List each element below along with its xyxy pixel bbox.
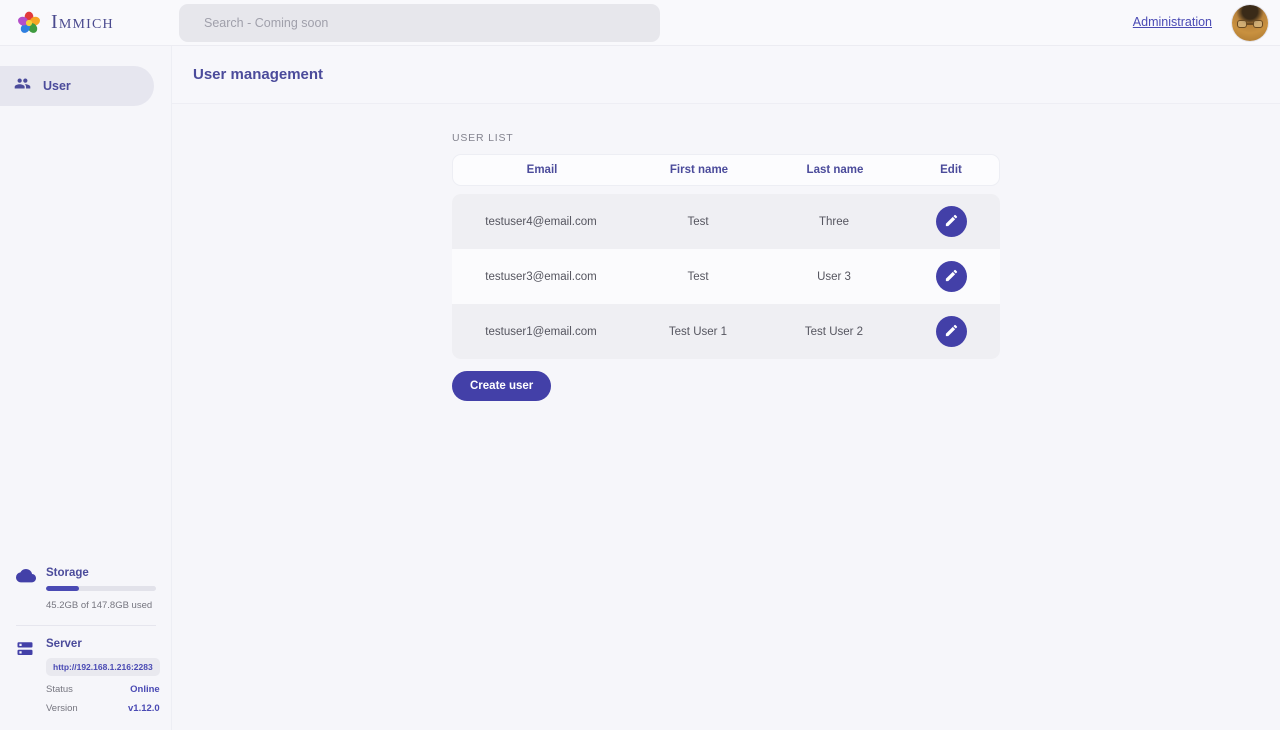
storage-title: Storage	[46, 567, 89, 579]
cell-email: testuser1@email.com	[485, 325, 597, 338]
server-status-value: Online	[130, 684, 160, 695]
search-bar[interactable]	[179, 4, 660, 42]
cell-first-name: Test	[687, 270, 709, 283]
server-status-label: Status	[46, 684, 73, 695]
footer-divider	[16, 625, 156, 626]
avatar-glasses-icon	[1237, 20, 1263, 28]
table-row: testuser3@email.com Test User 3	[452, 249, 1000, 304]
server-version-row: Version v1.12.0	[46, 703, 160, 714]
server-url-badge[interactable]: http://192.168.1.216:2283	[46, 658, 160, 676]
sidebar-footer: Storage 45.2GB of 147.8GB used Server ht	[0, 567, 172, 714]
sidebar-item-user[interactable]: User	[0, 66, 154, 106]
storage-panel: Storage 45.2GB of 147.8GB used	[16, 567, 156, 611]
main-content: User management USER LIST Email First na…	[172, 46, 1280, 730]
user-list-caption: USER LIST	[452, 132, 514, 144]
cell-last-name: User 3	[817, 270, 851, 283]
storage-usage-text: 45.2GB of 147.8GB used	[46, 600, 153, 611]
server-version-value: v1.12.0	[128, 703, 160, 714]
page-title: User management	[193, 66, 324, 83]
user-table-body: testuser4@email.com Test Three testuser3@em…	[452, 194, 1000, 359]
immich-flower-logo-icon	[16, 10, 42, 36]
storage-progress-fill	[46, 586, 79, 591]
server-version-label: Version	[46, 703, 78, 714]
create-user-button[interactable]: Create user	[452, 371, 552, 401]
sidebar: User Storage 45.2GB of 147.8GB used	[0, 46, 172, 730]
edit-user-button[interactable]	[935, 206, 967, 237]
table-row: testuser4@email.com Test Three	[452, 194, 1000, 249]
account-multiple-icon	[14, 75, 31, 97]
column-header-first-name[interactable]: First name	[669, 164, 729, 176]
cell-edit	[902, 206, 1000, 237]
edit-user-button[interactable]	[935, 261, 967, 292]
column-header-email[interactable]: Email	[526, 164, 558, 176]
server-status-row: Status Online	[46, 684, 160, 695]
server-icon	[16, 638, 36, 663]
pencil-icon	[944, 268, 959, 286]
top-bar: Immich Administration	[0, 0, 1280, 46]
pencil-icon	[944, 213, 959, 231]
table-header-row: Email First name Last name Edit	[452, 154, 1000, 186]
user-list-section: USER LIST Email First name Last name Edi…	[452, 132, 1000, 401]
cell-first-name: Test User 1	[668, 325, 728, 338]
edit-user-button[interactable]	[935, 316, 967, 347]
brand-logo[interactable]: Immich	[16, 10, 176, 36]
cell-edit	[902, 261, 1000, 292]
brand-name: Immich	[51, 11, 114, 33]
cell-last-name: Three	[818, 215, 850, 228]
cell-edit	[902, 316, 1000, 347]
column-header-edit: Edit	[940, 164, 962, 176]
storage-progress-bar	[46, 586, 156, 591]
cell-last-name: Test User 2	[804, 325, 864, 338]
cell-first-name: Test	[687, 215, 709, 228]
server-title: Server	[46, 638, 82, 650]
table-row: testuser1@email.com Test User 1 Test User …	[452, 304, 1000, 359]
cell-email: testuser4@email.com	[485, 215, 597, 228]
search-input[interactable]	[204, 16, 660, 30]
pencil-icon	[944, 323, 959, 341]
avatar[interactable]	[1232, 5, 1268, 41]
administration-link[interactable]: Administration	[1132, 15, 1212, 29]
cell-email: testuser3@email.com	[485, 270, 597, 283]
server-panel: Server http://192.168.1.216:2283 Status …	[16, 638, 160, 714]
column-header-last-name[interactable]: Last name	[806, 164, 864, 176]
sidebar-item-label: User	[43, 79, 71, 93]
cloud-icon	[16, 567, 36, 589]
page-header: User management	[172, 46, 1280, 104]
